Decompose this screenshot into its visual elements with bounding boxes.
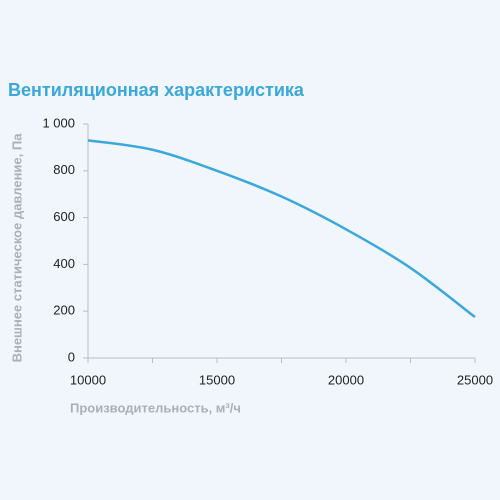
y-tick-label: 1 000 xyxy=(42,115,75,130)
data-line xyxy=(87,139,476,319)
x-tick-label: 20000 xyxy=(328,372,364,387)
x-tick-label: 15000 xyxy=(199,372,235,387)
x-tick-label: 10000 xyxy=(70,372,106,387)
y-tick-label: 0 xyxy=(68,349,75,364)
y-axis-label: Внешнее статическое давление, Па xyxy=(9,133,24,363)
y-tick-label: 600 xyxy=(53,209,75,224)
y-tick-label: 400 xyxy=(53,256,75,271)
x-axis-label: Производительность, м³/ч xyxy=(70,400,241,415)
chart-title: Вентиляционная характеристика xyxy=(8,80,305,100)
x-tick-label: 25000 xyxy=(457,372,493,387)
y-tick-label: 800 xyxy=(53,162,75,177)
y-tick-label: 200 xyxy=(53,303,75,318)
